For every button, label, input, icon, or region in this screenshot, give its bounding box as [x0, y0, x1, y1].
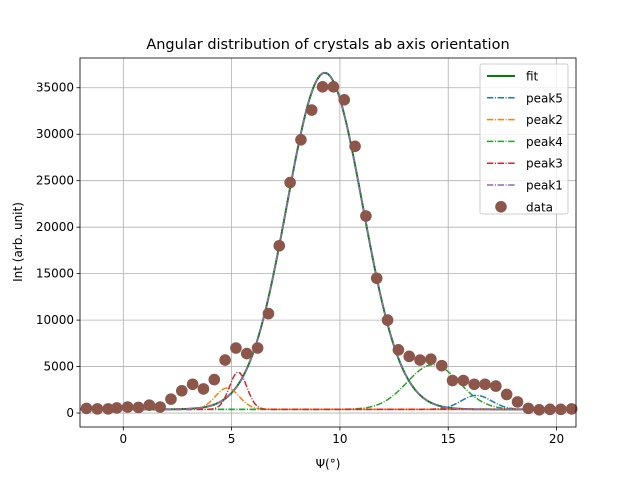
- plot-area: 0 5 10 15 20 0 5000 10000 15000 20000 25000 30000 35…: [36, 57, 578, 446]
- y-tick-label: 15000: [36, 267, 74, 281]
- data-point: [468, 378, 481, 391]
- data-point: [349, 140, 361, 153]
- data-point: [555, 403, 567, 416]
- data-point: [565, 403, 578, 415]
- data-point: [91, 403, 104, 415]
- data-point: [338, 94, 351, 106]
- data-point: [132, 401, 145, 414]
- legend-swatch-data: [495, 201, 507, 213]
- y-tick-label: 25000: [36, 174, 74, 188]
- data-point: [511, 396, 524, 408]
- data-point: [457, 374, 470, 387]
- y-tick-label: 30000: [36, 127, 74, 141]
- data-point: [219, 354, 231, 366]
- x-tick-label: 10: [332, 432, 347, 446]
- data-point: [80, 402, 93, 415]
- data-point: [295, 133, 307, 146]
- data-point: [544, 403, 556, 416]
- legend-label-peak5: peak5: [526, 91, 563, 105]
- legend-box: [479, 63, 569, 215]
- data-point: [143, 399, 156, 411]
- y-tick-label: 20000: [36, 220, 74, 234]
- data-point: [284, 176, 296, 189]
- data-point: [381, 314, 394, 326]
- y-axis-label: Int (arb. unit): [11, 202, 25, 282]
- legend-label-peak3: peak3: [526, 157, 563, 171]
- data-point: [316, 81, 329, 93]
- y-tick-label: 5000: [43, 360, 74, 374]
- data-point: [370, 272, 383, 285]
- data-point: [435, 359, 448, 372]
- x-tick-label: 5: [228, 432, 236, 446]
- data-point: [490, 380, 502, 392]
- axes-frame: [79, 57, 577, 428]
- x-tick-label: 20: [549, 432, 564, 446]
- legend-label-data: data: [526, 200, 553, 214]
- data-point: [273, 239, 286, 252]
- y-tick-label: 0: [66, 406, 74, 420]
- legend-label-peak4: peak4: [526, 135, 563, 149]
- data-point: [305, 104, 318, 116]
- data-point: [240, 347, 253, 360]
- data-point: [165, 393, 177, 405]
- chart-title: Angular distribution of crystals ab axis…: [146, 37, 509, 53]
- x-tick-label: 15: [441, 432, 456, 446]
- data-point: [500, 388, 513, 401]
- data-point: [102, 403, 114, 415]
- data-point: [230, 342, 242, 354]
- data-point: [327, 81, 340, 93]
- y-tick-label: 10000: [36, 313, 74, 327]
- data-point: [425, 353, 437, 365]
- data-point: [414, 354, 426, 366]
- legend-label-fit: fit: [526, 70, 539, 84]
- data-point: [208, 373, 221, 386]
- legend-label-peak1: peak1: [526, 179, 563, 193]
- data-point: [522, 402, 535, 415]
- y-tick-label: 35000: [36, 81, 74, 95]
- data-point: [197, 383, 210, 395]
- data-point: [533, 404, 545, 416]
- legend-label-peak2: peak2: [526, 113, 563, 127]
- x-axis-label: Ψ(°): [316, 457, 341, 471]
- data-point: [392, 344, 405, 356]
- data-point: [262, 307, 275, 320]
- data-point: [111, 402, 123, 414]
- data-point: [186, 378, 199, 391]
- data-point: [479, 378, 491, 391]
- x-tick-label: 0: [119, 432, 127, 446]
- chart-legend: fit peak5 peak2 peak4 peak3 peak1 data: [479, 63, 569, 215]
- data-point: [154, 401, 166, 413]
- data-point: [360, 210, 372, 222]
- data-point: [175, 384, 188, 397]
- data-point: [251, 342, 264, 354]
- data-point: [446, 374, 459, 387]
- data-point: [403, 350, 416, 363]
- data-point: [121, 401, 134, 413]
